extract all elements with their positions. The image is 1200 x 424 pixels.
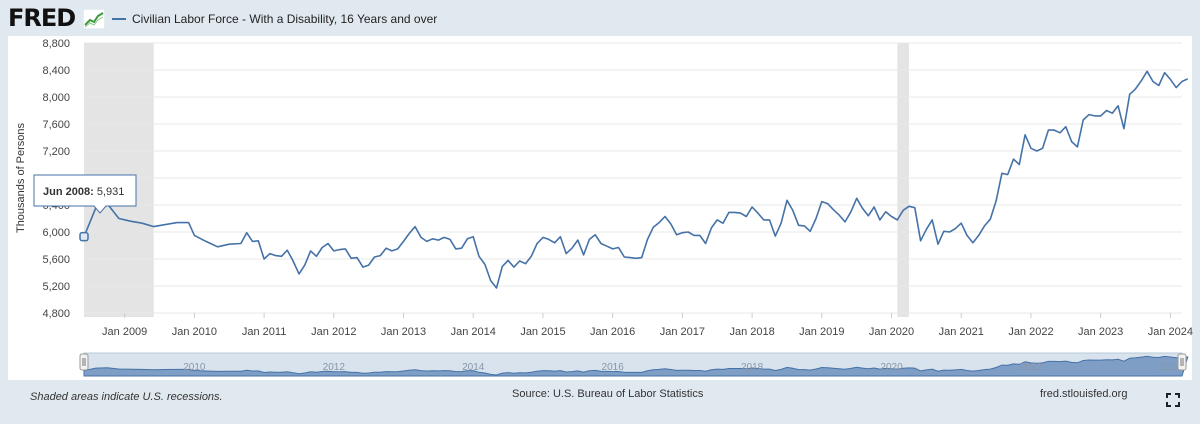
y-axis-label: Thousands of Persons (15, 122, 27, 233)
series-line (83, 70, 1189, 289)
y-tick-label: 8,400 (42, 65, 70, 77)
recession-band-1 (897, 43, 909, 317)
navigator-label: 2014 (462, 362, 485, 373)
x-tick-label: Jan 2024 (1148, 326, 1193, 338)
tooltip-value: 5,931 (97, 186, 125, 198)
y-tick-label: 5,200 (42, 281, 70, 293)
navigator-handle-right[interactable] (1177, 353, 1187, 371)
legend[interactable]: Civilian Labor Force - With a Disability… (112, 12, 437, 26)
y-tick-label: 4,800 (42, 308, 70, 320)
x-tick-label: Jan 2021 (939, 326, 984, 338)
x-tick-label: Jan 2017 (660, 326, 705, 338)
tooltip-date: Jun 2008: (43, 186, 97, 198)
x-tick-label: Jan 2014 (451, 326, 496, 338)
x-tick-label: Jan 2022 (1008, 326, 1053, 338)
chart-header: FRED Civilian Labor Force - With a Disab… (0, 0, 1200, 36)
navigator-area (83, 355, 1189, 377)
tooltip: Jun 2008: 5,931 (33, 174, 137, 214)
fred-logo[interactable]: FRED (8, 4, 76, 32)
tooltip-text: Jun 2008: 5,931 (43, 186, 124, 198)
navigator-label: 2024 (1159, 362, 1182, 373)
navigator-label: 2016 (602, 362, 625, 373)
data-source[interactable]: Source: U.S. Bureau of Labor Statistics (512, 388, 704, 400)
tooltip-box (33, 174, 137, 214)
y-tick-label: 5,600 (42, 254, 70, 266)
navigator-label: 2020 (880, 362, 903, 373)
y-tick-label: 7,200 (42, 146, 70, 158)
y-tick-label: 6,000 (42, 227, 70, 239)
x-tick-label: Jan 2018 (729, 326, 774, 338)
navigator-label: 2022 (1020, 362, 1043, 373)
legend-swatch (112, 18, 126, 20)
x-tick-label: Jan 2015 (520, 326, 565, 338)
y-tick-label: 8,000 (42, 92, 70, 104)
navigator-label: 2018 (741, 362, 764, 373)
fullscreen-icon[interactable] (1166, 393, 1180, 407)
x-tick-label: Jan 2013 (381, 326, 426, 338)
x-axis: Jan 2009 Jan 2010 Jan 2011 Jan 2012 Jan 2013… (102, 313, 1193, 338)
fred-graph-icon (83, 9, 105, 29)
fred-url[interactable]: fred.stlouisfed.org (1040, 388, 1128, 400)
x-tick-label: Jan 2023 (1078, 326, 1123, 338)
hover-marker (79, 231, 89, 242)
x-tick-label: Jan 2009 (102, 326, 147, 338)
navigator-label: 2012 (323, 362, 346, 373)
series (79, 70, 1189, 289)
x-tick-label: Jan 2011 (242, 326, 286, 338)
x-tick-label: Jan 2010 (172, 326, 217, 338)
y-tick-label: 8,800 (42, 38, 70, 50)
gridlines (84, 42, 1182, 314)
range-navigator[interactable]: 2010 2012 2014 2016 2018 2020 2022 2024 (79, 352, 1189, 377)
x-tick-label: Jan 2019 (799, 326, 844, 338)
navigator-label: 2010 (183, 362, 206, 373)
x-tick-label: Jan 2020 (869, 326, 914, 338)
navigator-handle-left[interactable] (79, 353, 89, 371)
series-title: Civilian Labor Force - With a Disability… (132, 12, 438, 26)
x-tick-label: Jan 2016 (590, 326, 635, 338)
x-tick-label: Jan 2012 (311, 326, 356, 338)
y-tick-label: 7,600 (42, 119, 70, 131)
recession-note: Shaded areas indicate U.S. recessions. (30, 391, 223, 403)
